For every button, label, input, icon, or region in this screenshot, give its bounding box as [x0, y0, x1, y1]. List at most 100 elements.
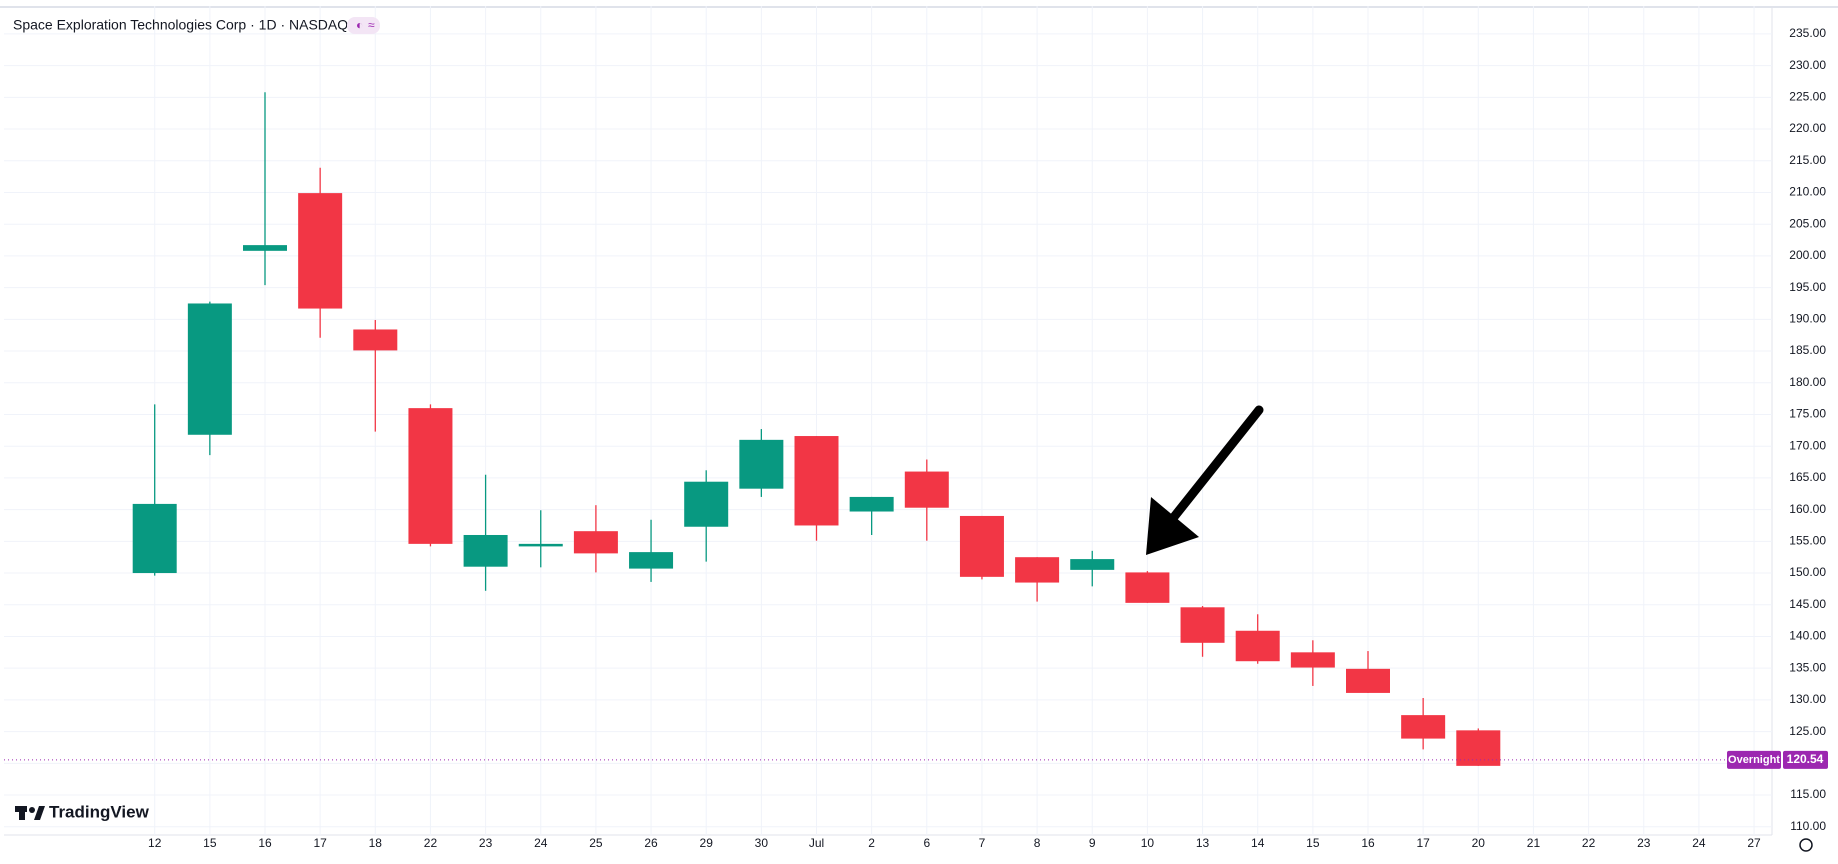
y-tick-label: 160.00: [1789, 502, 1826, 516]
candle-body: [187, 303, 232, 435]
x-tick-label: 25: [589, 836, 603, 850]
x-tick-label: Jul: [809, 836, 824, 850]
x-tick-label: 12: [148, 836, 162, 850]
x-tick-label: 14: [1251, 836, 1265, 850]
y-tick-label: 145.00: [1789, 597, 1826, 611]
x-tick-label: 17: [313, 836, 327, 850]
candle-body: [353, 329, 398, 351]
candle-body: [132, 503, 177, 574]
y-tick-label: 230.00: [1789, 58, 1826, 72]
x-tick-label: 30: [755, 836, 769, 850]
x-tick-label: 23: [1637, 836, 1651, 850]
last-price-value: 120.54: [1787, 752, 1824, 766]
candle-body: [959, 515, 1004, 577]
candle-body: [1070, 559, 1115, 570]
candles: [132, 92, 1501, 766]
x-tick-label: 16: [1361, 836, 1375, 850]
x-tick-label: 15: [203, 836, 217, 850]
candle-body: [463, 534, 508, 567]
candle-body: [1180, 607, 1225, 643]
y-tick-label: 140.00: [1789, 629, 1826, 643]
y-tick-label: 130.00: [1789, 692, 1826, 706]
x-tick-label: 22: [1582, 836, 1596, 850]
y-tick-label: 205.00: [1789, 216, 1826, 230]
y-tick-label: 190.00: [1789, 312, 1826, 326]
candle-body: [1290, 652, 1335, 668]
y-tick-label: 155.00: [1789, 534, 1826, 548]
x-tick-label: 26: [644, 836, 658, 850]
candle-body: [684, 481, 729, 527]
y-tick-label: 220.00: [1789, 121, 1826, 135]
last-price-badge: [1727, 750, 1781, 769]
x-tick-label: 7: [979, 836, 986, 850]
candle-body: [1015, 557, 1060, 583]
y-tick-label: 150.00: [1789, 565, 1826, 579]
brand: TradingView: [49, 802, 150, 821]
candle-body: [629, 552, 674, 569]
session-icon: ◐: [356, 18, 363, 32]
chart-title: Space Exploration Technologies Corp · 1D…: [13, 17, 348, 33]
x-tick-label: 2: [868, 836, 875, 850]
y-tick-label: 125.00: [1789, 724, 1826, 738]
x-tick-label: 24: [1692, 836, 1706, 850]
candle-body: [1346, 668, 1390, 693]
arrow-annotation: [1146, 405, 1264, 555]
x-tick-label: 16: [258, 836, 272, 850]
x-tick-label: 6: [923, 836, 930, 850]
y-tick-label: 170.00: [1789, 438, 1826, 452]
y-tick-label: 165.00: [1789, 470, 1826, 484]
x-tick-label: 18: [369, 836, 383, 850]
x-tick-label: 17: [1416, 836, 1430, 850]
x-tick-label: 21: [1527, 836, 1541, 850]
candle-body: [1125, 572, 1170, 603]
logo-part: [19, 806, 25, 820]
y-tick-label: 175.00: [1789, 407, 1826, 421]
x-tick-label: 13: [1196, 836, 1210, 850]
y-tick-label: 180.00: [1789, 375, 1826, 389]
arrow-head: [1146, 497, 1199, 555]
y-tick-label: 235.00: [1789, 26, 1826, 40]
y-tick-label: 185.00: [1789, 343, 1826, 357]
y-tick-label: 115.00: [1790, 787, 1826, 801]
last-price-value-badge: [1783, 750, 1828, 769]
candle-body: [794, 436, 839, 526]
y-tick-label: 135.00: [1789, 660, 1826, 674]
x-tick-label: 27: [1747, 836, 1761, 850]
x-tick-label: 8: [1034, 836, 1041, 850]
x-tick-label: 23: [479, 836, 493, 850]
candle-body: [739, 439, 784, 489]
candle-body: [243, 245, 287, 251]
candle-body: [849, 496, 894, 512]
y-tick-label: 210.00: [1789, 185, 1826, 199]
x-tick-label: 9: [1089, 836, 1096, 850]
x-tick-label: 20: [1472, 836, 1486, 850]
candle-body: [904, 471, 949, 508]
candle-body: [1456, 730, 1501, 766]
candle-body: [298, 193, 343, 309]
candle-body: [1401, 715, 1446, 739]
candle-body: [408, 408, 453, 544]
logo-part: [34, 806, 45, 820]
y-tick-label: 110.00: [1790, 819, 1826, 833]
candle-body: [518, 543, 563, 547]
x-tick-label: 15: [1306, 836, 1320, 850]
x-tick-label: 24: [534, 836, 548, 850]
x-tick-label: 29: [700, 836, 714, 850]
y-tick-label: 200.00: [1789, 248, 1826, 262]
y-tick-label: 215.00: [1789, 153, 1826, 167]
y-tick-label: 195.00: [1789, 280, 1826, 294]
settings-icon[interactable]: [1799, 838, 1813, 852]
arrow-shaft: [1165, 405, 1264, 527]
logo-part: [29, 807, 35, 813]
candle-body: [573, 531, 618, 554]
candle-body: [1235, 630, 1280, 662]
session-icon: ≈: [368, 18, 375, 32]
brand-logo: [15, 806, 45, 820]
y-tick-label: 225.00: [1789, 90, 1826, 104]
session-pill[interactable]: [347, 17, 380, 34]
x-tick-label: 10: [1141, 836, 1155, 850]
last-price-label: Overnight: [1728, 754, 1780, 766]
